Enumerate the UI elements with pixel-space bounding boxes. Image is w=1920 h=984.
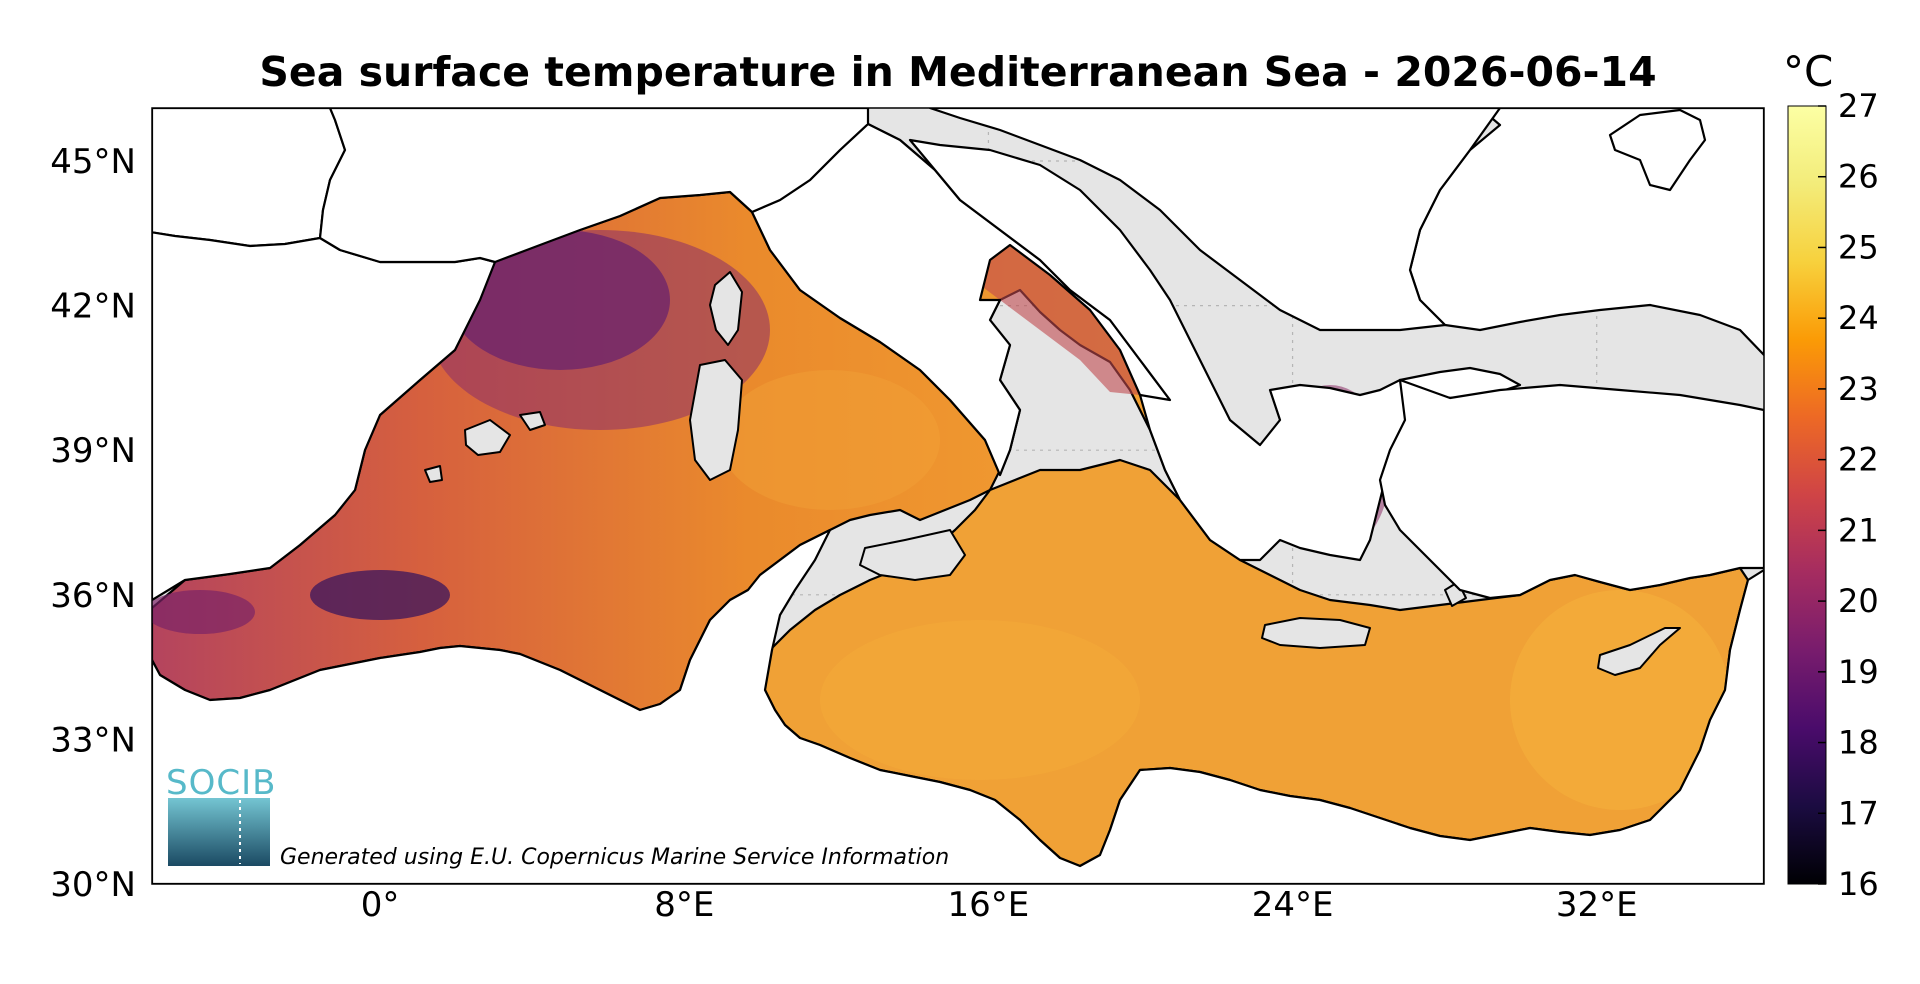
lat-tick-label: 30°N <box>50 865 136 905</box>
land-crimea <box>1608 108 1707 192</box>
credit-text: Generated using E.U. Copernicus Marine S… <box>280 845 949 870</box>
island-balearic-ibiza <box>424 465 443 483</box>
colorbar-ticks: 27 26 25 24 23 22 21 20 19 18 17 16 <box>1818 87 1879 903</box>
colorbar-tick-label: 19 <box>1838 653 1879 691</box>
lat-tick-label: 33°N <box>50 720 136 760</box>
lat-tick-label: 42°N <box>50 287 136 327</box>
land-france-italy-north <box>318 108 870 264</box>
colorbar-tick-label: 25 <box>1838 228 1879 266</box>
cold-region-alboran-west <box>152 590 255 634</box>
warm-region-libya <box>820 620 1140 780</box>
cold-region-gulf-of-lion-halo <box>430 230 770 430</box>
socib-logo: SOCIB <box>164 760 276 870</box>
lat-tick-label: 39°N <box>50 431 136 471</box>
island-cyprus <box>1597 627 1681 676</box>
lon-tick-label: 0° <box>361 885 400 925</box>
colorbar-tick-label: 24 <box>1838 299 1879 337</box>
land-north-africa-west <box>152 528 1764 884</box>
lat-tick-label: 45°N <box>50 142 136 182</box>
land-western-europe <box>152 108 347 248</box>
colorbar-tick-label: 16 <box>1838 865 1879 903</box>
colorbar-tick-label: 17 <box>1838 794 1879 832</box>
colorbar: °C 27 26 25 24 23 22 21 20 19 18 17 16 <box>1783 47 1879 903</box>
lon-tick-label: 24°E <box>1252 885 1334 925</box>
map-content <box>152 108 1764 884</box>
warm-region-tyrrhenian <box>720 370 940 510</box>
colorbar-unit: °C <box>1783 47 1833 96</box>
longitude-axis: 0° 8°E 16°E 24°E 32°E <box>361 885 1638 925</box>
island-balearic-menorca <box>519 411 546 431</box>
cold-region-alboran <box>310 570 450 620</box>
lon-tick-label: 16°E <box>948 885 1030 925</box>
lon-tick-label: 8°E <box>654 885 714 925</box>
colorbar-tick-label: 22 <box>1838 441 1879 479</box>
island-sicily <box>859 529 966 581</box>
socib-logo-text: SOCIB <box>166 763 276 803</box>
colorbar-gradient <box>1787 105 1827 885</box>
latitude-axis: 45°N 42°N 39°N 36°N 33°N 30°N <box>50 142 136 905</box>
island-balearic-mallorca <box>464 419 511 456</box>
land-iberia-south <box>152 108 497 602</box>
land-anatolia <box>1378 378 1764 600</box>
island-sardinia <box>689 359 743 481</box>
lat-tick-label: 36°N <box>50 576 136 616</box>
island-corsica <box>709 271 743 346</box>
colorbar-tick-label: 20 <box>1838 582 1879 620</box>
island-crete <box>1261 617 1371 649</box>
colorbar-tick-label: 23 <box>1838 370 1879 408</box>
colorbar-tick-label: 27 <box>1838 87 1879 125</box>
map-title: Sea surface temperature in Mediterranean… <box>259 48 1656 96</box>
colorbar-tick-label: 21 <box>1838 511 1879 549</box>
lon-tick-label: 32°E <box>1556 885 1638 925</box>
warm-region-levantine <box>1510 590 1730 810</box>
map-frame <box>151 107 1765 885</box>
colorbar-tick-label: 18 <box>1838 724 1879 762</box>
colorbar-tick-label: 26 <box>1838 158 1879 196</box>
